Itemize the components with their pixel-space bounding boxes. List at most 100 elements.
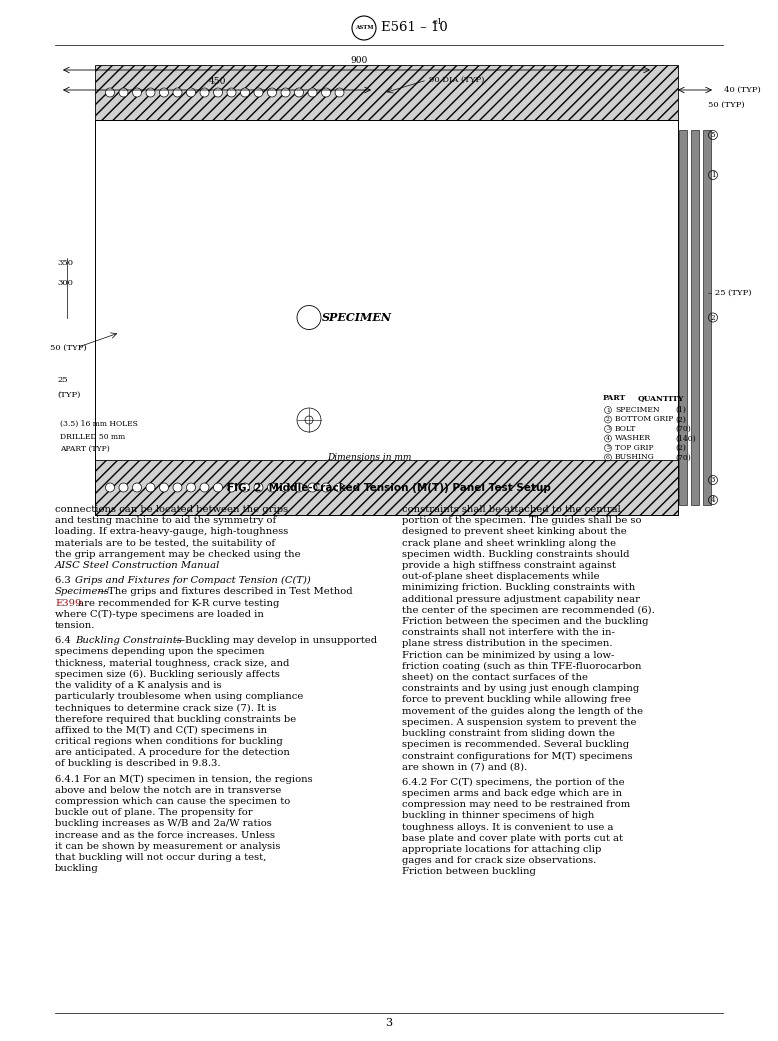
Bar xyxy=(703,130,711,505)
Text: WASHER: WASHER xyxy=(615,434,651,442)
Circle shape xyxy=(335,483,344,492)
Text: minimizing friction. Buckling constraints with: minimizing friction. Buckling constraint… xyxy=(401,583,635,592)
Text: buckling constraint from sliding down the: buckling constraint from sliding down th… xyxy=(401,729,615,738)
Text: specimens depending upon the specimen: specimens depending upon the specimen xyxy=(55,648,265,657)
Text: buckling increases as W/B and 2a/W ratios: buckling increases as W/B and 2a/W ratio… xyxy=(55,819,272,829)
Text: therefore required that buckling constraints be: therefore required that buckling constra… xyxy=(55,714,296,723)
Text: 5: 5 xyxy=(711,131,715,139)
Text: (2): (2) xyxy=(675,415,686,424)
Circle shape xyxy=(106,88,114,97)
Text: 2: 2 xyxy=(711,313,715,322)
Text: constraint configurations for M(T) specimens: constraint configurations for M(T) speci… xyxy=(401,752,632,761)
Circle shape xyxy=(308,88,317,97)
Circle shape xyxy=(173,483,182,492)
Circle shape xyxy=(213,88,223,97)
Text: appropriate locations for attaching clip: appropriate locations for attaching clip xyxy=(401,845,601,854)
Text: specimen arms and back edge which are in: specimen arms and back edge which are in xyxy=(401,789,622,798)
Text: materials are to be tested, the suitability of: materials are to be tested, the suitabil… xyxy=(55,538,275,548)
Text: tension.: tension. xyxy=(55,621,96,630)
Circle shape xyxy=(335,88,344,97)
Bar xyxy=(95,460,678,515)
Text: Friction can be minimized by using a low-: Friction can be minimized by using a low… xyxy=(401,651,614,660)
Text: where C(T)-type specimens are loaded in: where C(T)-type specimens are loaded in xyxy=(55,610,264,619)
Bar xyxy=(679,130,687,505)
Text: 50 (TYP): 50 (TYP) xyxy=(50,344,86,352)
Circle shape xyxy=(213,483,223,492)
Text: – 25 (TYP): – 25 (TYP) xyxy=(708,288,752,297)
Circle shape xyxy=(146,88,155,97)
Text: 6: 6 xyxy=(606,455,610,460)
Text: FIG. 2  Middle-Cracked Tension (M(T)) Panel Test Setup: FIG. 2 Middle-Cracked Tension (M(T)) Pan… xyxy=(227,483,551,493)
Text: PART: PART xyxy=(603,393,626,402)
Text: the validity of a K analysis and is: the validity of a K analysis and is xyxy=(55,681,222,690)
Text: additional pressure adjustment capability near: additional pressure adjustment capabilit… xyxy=(401,594,640,604)
Text: APART (TYP): APART (TYP) xyxy=(60,445,110,453)
Circle shape xyxy=(132,88,142,97)
Text: 3: 3 xyxy=(606,427,610,432)
Text: techniques to determine crack size (7). It is: techniques to determine crack size (7). … xyxy=(55,704,276,712)
Text: 450: 450 xyxy=(209,77,226,86)
Text: buckling in thinner specimens of high: buckling in thinner specimens of high xyxy=(401,811,594,820)
Text: Friction between buckling: Friction between buckling xyxy=(401,867,535,877)
Circle shape xyxy=(254,483,263,492)
Text: specimen is recommended. Several buckling: specimen is recommended. Several bucklin… xyxy=(401,740,629,750)
Text: portion of the specimen. The guides shall be so: portion of the specimen. The guides shal… xyxy=(401,516,641,526)
Text: loading. If extra-heavy-gauge, high-toughness: loading. If extra-heavy-gauge, high-toug… xyxy=(55,528,289,536)
Text: constraints shall be attached to the central: constraints shall be attached to the cen… xyxy=(401,505,620,514)
Text: 300: 300 xyxy=(57,279,73,286)
Text: 6.4.1: 6.4.1 xyxy=(55,775,83,784)
Text: 4: 4 xyxy=(606,436,610,441)
Text: (1): (1) xyxy=(675,406,686,414)
Text: 1: 1 xyxy=(711,171,715,179)
Text: critical regions when conditions for buckling: critical regions when conditions for buc… xyxy=(55,737,282,746)
Circle shape xyxy=(200,483,209,492)
Circle shape xyxy=(173,88,182,97)
Text: (140): (140) xyxy=(675,434,696,442)
Text: that buckling will not occur during a test,: that buckling will not occur during a te… xyxy=(55,853,266,862)
Text: E561 – 10: E561 – 10 xyxy=(381,22,448,34)
Text: QUANTITY: QUANTITY xyxy=(638,393,685,402)
Text: (TYP): (TYP) xyxy=(57,391,80,399)
Circle shape xyxy=(308,483,317,492)
Circle shape xyxy=(146,483,155,492)
Text: Buckling Constraints: Buckling Constraints xyxy=(75,636,182,645)
Bar xyxy=(95,65,678,120)
Text: sheet) on the contact surfaces of the: sheet) on the contact surfaces of the xyxy=(401,672,587,682)
Circle shape xyxy=(240,88,250,97)
Text: 2: 2 xyxy=(606,417,610,422)
Text: —The grips and fixtures described in Test Method: —The grips and fixtures described in Tes… xyxy=(98,587,352,596)
Text: are shown in (7) and (8).: are shown in (7) and (8). xyxy=(401,763,527,771)
Text: BOLT: BOLT xyxy=(615,425,636,433)
Circle shape xyxy=(119,483,128,492)
Text: toughness alloys. It is convenient to use a: toughness alloys. It is convenient to us… xyxy=(401,822,613,832)
Text: friction coating (such as thin TFE-fluorocarbon: friction coating (such as thin TFE-fluor… xyxy=(401,662,641,671)
Bar xyxy=(95,120,678,515)
Text: 3: 3 xyxy=(711,476,715,484)
Circle shape xyxy=(227,483,236,492)
Circle shape xyxy=(268,483,276,492)
Text: and testing machine to aid the symmetry of: and testing machine to aid the symmetry … xyxy=(55,516,276,526)
Text: force to prevent buckling while allowing free: force to prevent buckling while allowing… xyxy=(401,695,630,705)
Circle shape xyxy=(295,483,303,492)
Text: Dimensions in mm: Dimensions in mm xyxy=(327,453,412,461)
Text: the center of the specimen are recommended (6).: the center of the specimen are recommend… xyxy=(401,606,654,615)
Circle shape xyxy=(297,305,321,330)
Text: compression which can cause the specimen to: compression which can cause the specimen… xyxy=(55,797,290,806)
Text: base plate and cover plate with ports cut at: base plate and cover plate with ports cu… xyxy=(401,834,622,843)
Circle shape xyxy=(132,483,142,492)
Circle shape xyxy=(187,483,195,492)
Text: movement of the guides along the length of the: movement of the guides along the length … xyxy=(401,707,643,715)
Text: SPECIMEN: SPECIMEN xyxy=(321,312,391,323)
Text: above and below the notch are in transverse: above and below the notch are in transve… xyxy=(55,786,282,794)
Text: 350: 350 xyxy=(57,258,73,266)
Text: it can be shown by measurement or analysis: it can be shown by measurement or analys… xyxy=(55,842,280,850)
Text: increase and as the force increases. Unless: increase and as the force increases. Unl… xyxy=(55,831,275,840)
Text: 6.3: 6.3 xyxy=(55,577,74,585)
Text: Friction between the specimen and the buckling: Friction between the specimen and the bu… xyxy=(401,617,648,626)
Text: BOTTOM GRIP: BOTTOM GRIP xyxy=(615,415,674,424)
Circle shape xyxy=(321,483,331,492)
Text: constraints and by using just enough clamping: constraints and by using just enough cla… xyxy=(401,684,639,693)
Text: affixed to the M(T) and C(T) specimens in: affixed to the M(T) and C(T) specimens i… xyxy=(55,726,267,735)
Text: crack plane and sheet wrinkling along the: crack plane and sheet wrinkling along th… xyxy=(401,538,615,548)
Circle shape xyxy=(159,88,169,97)
